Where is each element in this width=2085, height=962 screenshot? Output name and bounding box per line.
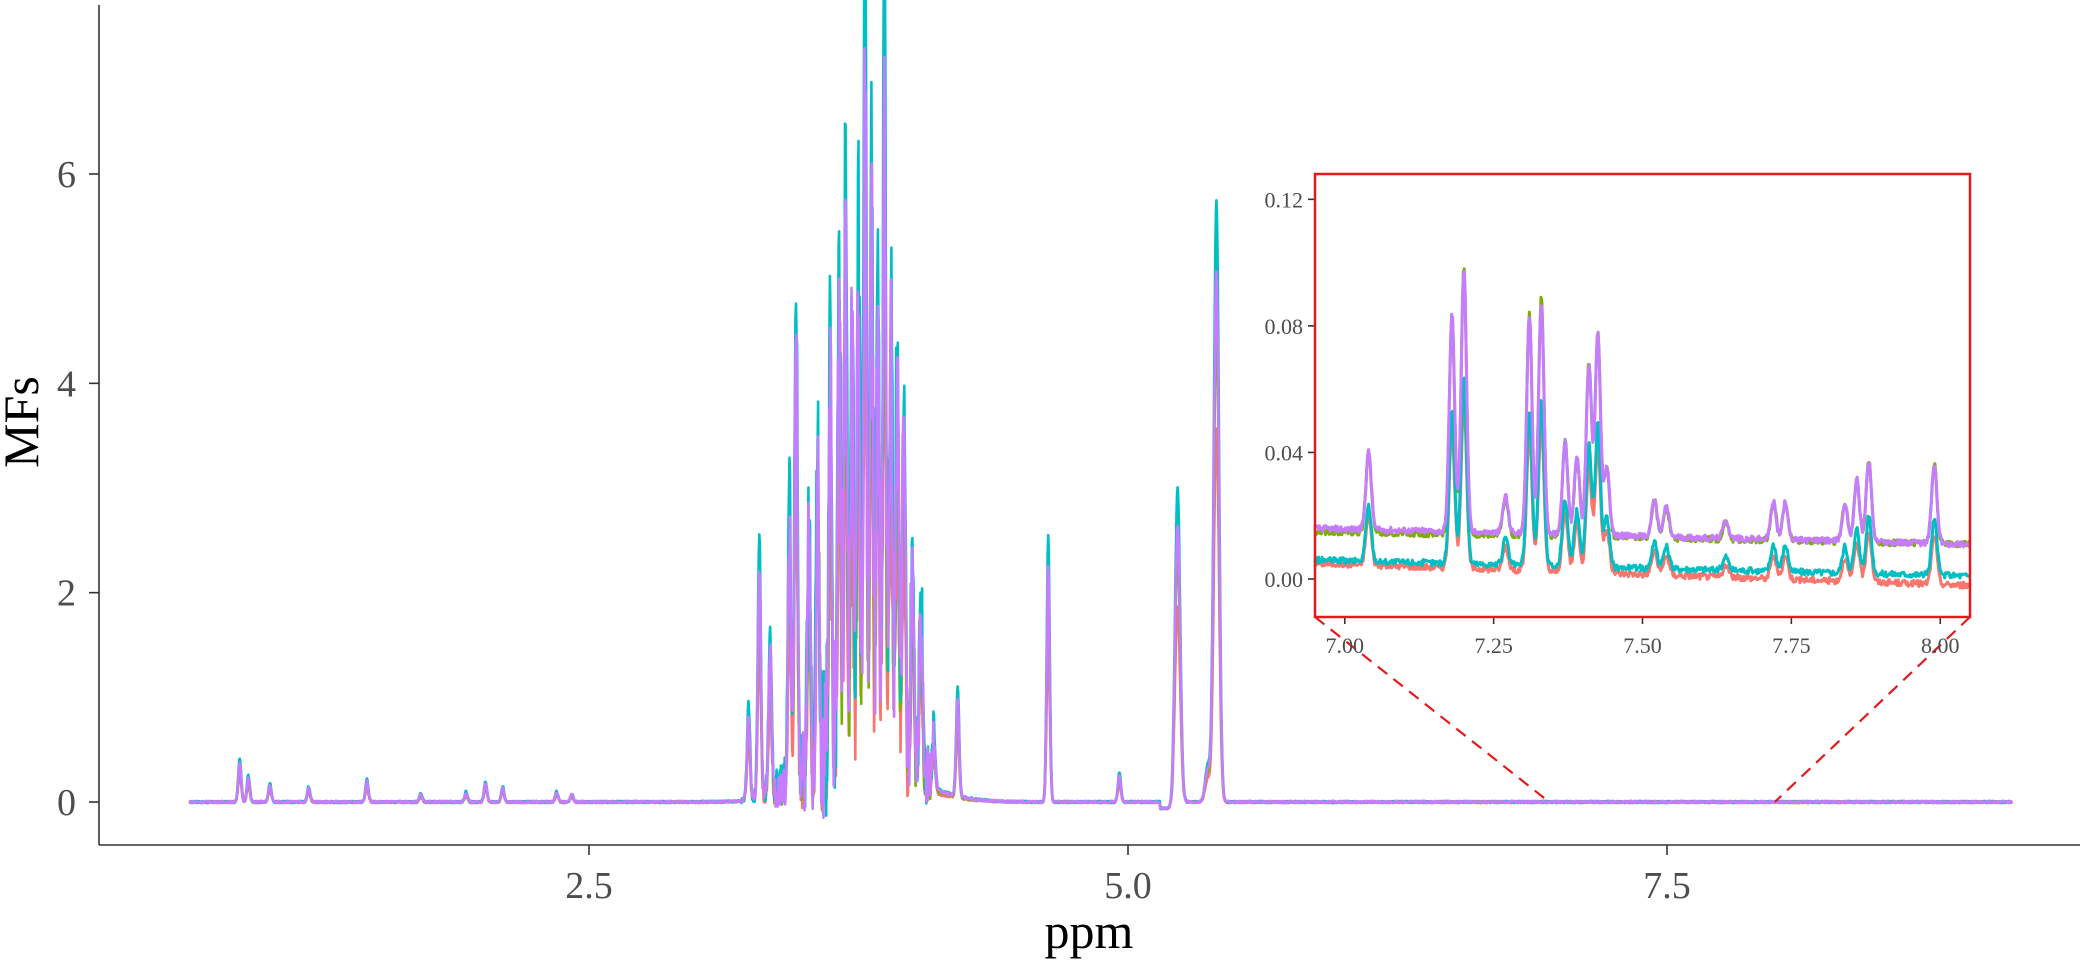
- x-tick-label: 2.5: [565, 865, 613, 907]
- inset-y-tick-label: 0.08: [1265, 314, 1304, 339]
- y-tick-label: 4: [57, 363, 76, 405]
- inset-y-tick-label: 0.04: [1265, 440, 1304, 465]
- inset-panel-background: [1315, 174, 1970, 617]
- inset-axis-ticks: 7.00 7.25 7.50 7.75 8.00 0.00 0.04 0.08 0.12: [1265, 187, 1960, 658]
- inset-series-line: [1313, 402, 1972, 590]
- inset-y-tick-label: 0.00: [1265, 567, 1304, 592]
- y-tick-label: 2: [57, 573, 76, 615]
- inset-y-tick-label: 0.12: [1265, 187, 1304, 212]
- inset-x-tick-label: 7.00: [1326, 633, 1365, 658]
- y-tick-label: 0: [57, 782, 76, 824]
- spectrum-series-line: [188, 47, 2013, 820]
- inset-series-line: [1313, 269, 1972, 549]
- zoom-connector-left: [1314, 616, 1550, 803]
- inset-series-line: [1313, 376, 1972, 580]
- inset-x-tick-label: 8.00: [1921, 633, 1960, 658]
- inset-spectrum-traces: [1313, 267, 1972, 590]
- zoom-connector-right: [1774, 616, 1971, 803]
- inset-x-tick-label: 7.75: [1772, 633, 1811, 658]
- x-tick-label: 5.0: [1104, 865, 1152, 907]
- inset-zoom-frame: [1313, 172, 1972, 619]
- y-tick-label: 6: [57, 154, 76, 196]
- zoom-connector-lines: [1314, 616, 1971, 803]
- inset-x-tick-label: 7.25: [1474, 633, 1513, 658]
- inset-x-tick-label: 7.50: [1623, 633, 1662, 658]
- main-spectrum-traces: [188, 0, 2013, 820]
- x-tick-label: 7.5: [1643, 865, 1691, 907]
- x-axis-title: ppm: [1045, 903, 1134, 959]
- y-axis-title: MFs: [0, 376, 49, 468]
